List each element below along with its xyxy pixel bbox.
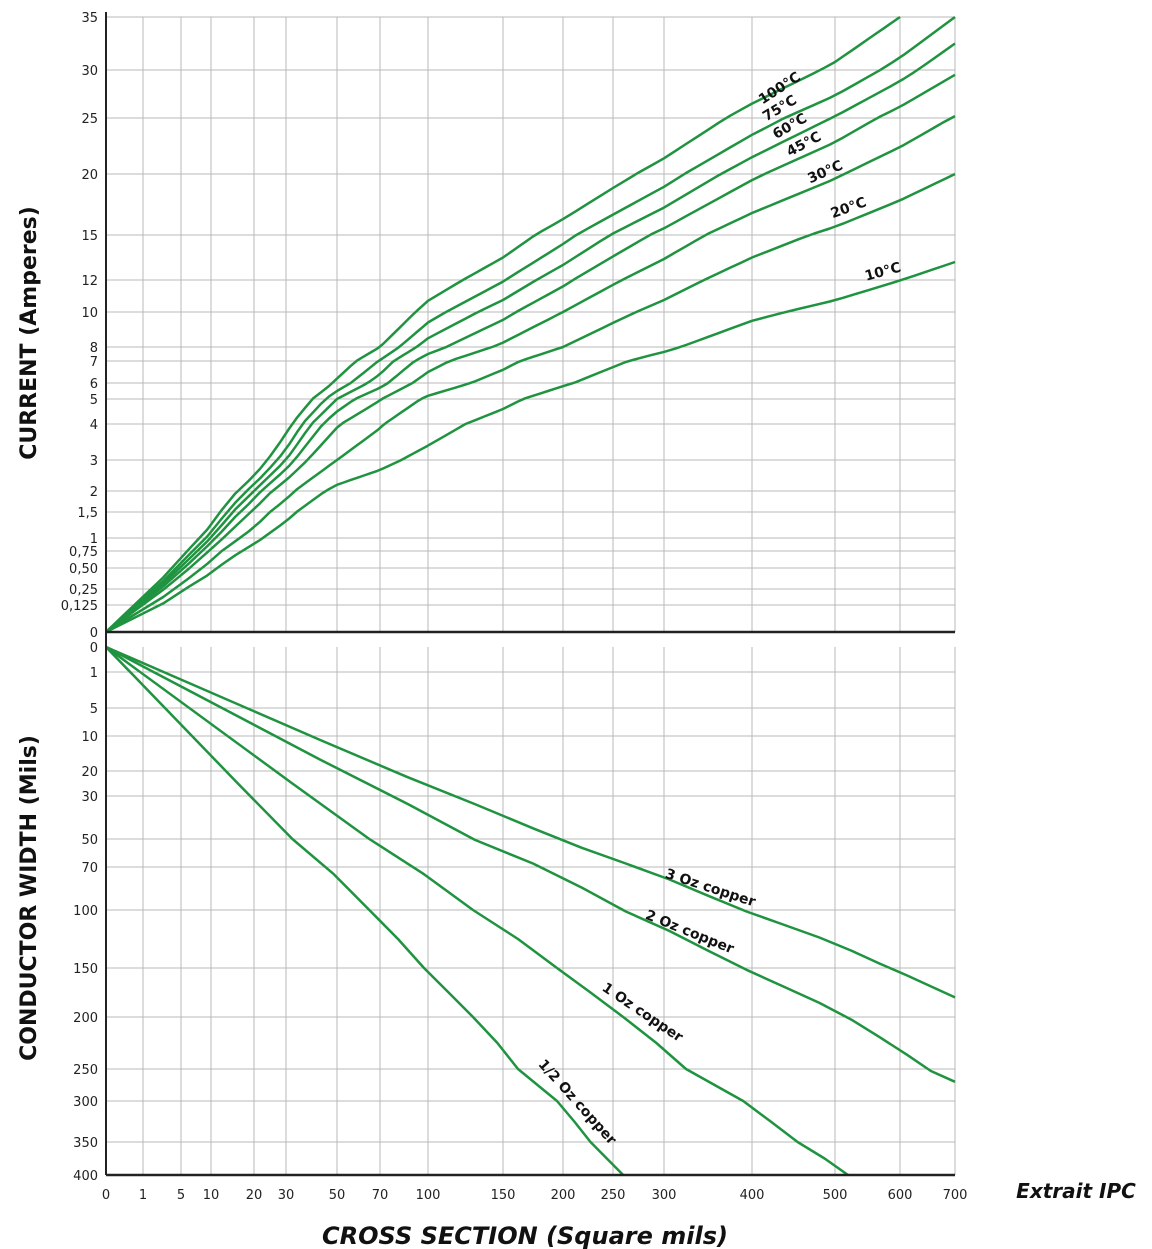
series-line-width-1-2-oz-copper bbox=[105, 646, 625, 1176]
y-tick-label-current: 30 bbox=[81, 64, 98, 79]
x-tick-label: 1 bbox=[139, 1188, 147, 1203]
series-line-current-75-c bbox=[105, 15, 956, 633]
x-tick-label: 10 bbox=[203, 1188, 220, 1203]
y-tick-label-width: 10 bbox=[81, 730, 98, 745]
source-credit: Extrait IPC bbox=[1016, 1179, 1136, 1203]
series-line-current-45-c bbox=[105, 73, 956, 633]
width-axis-label: CONDUCTOR WIDTH (Mils) bbox=[17, 735, 42, 1061]
x-tick-label: 100 bbox=[416, 1188, 441, 1203]
y-tick-label-current: 10 bbox=[81, 306, 98, 321]
series-line-width-2-oz-copper bbox=[105, 645, 956, 1083]
y-tick-label-current: 25 bbox=[81, 112, 98, 127]
x-tick-label: 600 bbox=[888, 1188, 913, 1203]
series-line-current-30-c bbox=[105, 114, 956, 634]
y-tick-label-current: 0,25 bbox=[69, 583, 98, 598]
y-tick-label-current: 1 bbox=[90, 532, 98, 547]
series-line-current-100-c bbox=[105, 15, 901, 633]
x-tick-label: 0 bbox=[102, 1188, 110, 1203]
y-tick-label-current: 0,125 bbox=[61, 599, 98, 614]
y-tick-label-width: 0 bbox=[90, 641, 98, 656]
y-tick-label-width: 70 bbox=[81, 861, 98, 876]
y-tick-label-width: 150 bbox=[73, 962, 98, 977]
y-tick-label-width: 100 bbox=[73, 904, 98, 919]
current-axis-label: CURRENT (Amperes) bbox=[17, 206, 42, 460]
y-tick-label-current: 0 bbox=[90, 626, 98, 641]
y-tick-label-current: 1,5 bbox=[77, 506, 98, 521]
y-tick-label-width: 400 bbox=[73, 1169, 98, 1184]
y-tick-label-current: 8 bbox=[90, 341, 98, 356]
x-tick-label: 20 bbox=[246, 1188, 263, 1203]
y-tick-label-width: 1 bbox=[90, 666, 98, 681]
series-line-current-10-c bbox=[105, 260, 956, 634]
x-tick-label: 70 bbox=[372, 1188, 389, 1203]
y-tick-label-width: 350 bbox=[73, 1136, 98, 1151]
y-tick-label-current: 6 bbox=[90, 377, 98, 392]
x-tick-label: 150 bbox=[491, 1188, 516, 1203]
y-tick-label-current: 35 bbox=[81, 11, 98, 26]
series-line-current-60-c bbox=[105, 42, 956, 633]
y-tick-label-width: 30 bbox=[81, 790, 98, 805]
x-tick-label: 30 bbox=[278, 1188, 295, 1203]
y-tick-label-current: 3 bbox=[90, 454, 98, 469]
x-tick-label: 5 bbox=[177, 1188, 185, 1203]
y-tick-label-current: 15 bbox=[81, 229, 98, 244]
x-tick-label: 400 bbox=[740, 1188, 765, 1203]
y-tick-label-current: 12 bbox=[81, 274, 98, 289]
y-tick-label-width: 5 bbox=[90, 702, 98, 717]
series-label-width: 1 Oz copper bbox=[599, 980, 686, 1046]
series-label-width: 3 Oz copper bbox=[663, 866, 757, 910]
x-tick-label: 300 bbox=[652, 1188, 677, 1203]
x-tick-label: 250 bbox=[601, 1188, 626, 1203]
y-tick-label-current: 7 bbox=[90, 355, 98, 370]
x-axis-title: CROSS SECTION (Square mils) bbox=[322, 1222, 728, 1249]
y-tick-label-width: 200 bbox=[73, 1011, 98, 1026]
y-tick-label-current: 2 bbox=[90, 485, 98, 500]
y-tick-label-width: 250 bbox=[73, 1063, 98, 1078]
series-line-width-1-oz-copper bbox=[105, 645, 849, 1177]
y-tick-label-current: 20 bbox=[81, 168, 98, 183]
y-tick-label-current: 5 bbox=[90, 393, 98, 408]
series-label-width: 1/2 Oz copper bbox=[535, 1057, 620, 1149]
series-line-current-20-c bbox=[105, 172, 956, 634]
series-line-width-3-oz-copper bbox=[105, 645, 956, 999]
series-label-width: 2 Oz copper bbox=[643, 907, 736, 957]
y-tick-label-current: 4 bbox=[90, 418, 98, 433]
x-tick-label: 200 bbox=[551, 1188, 576, 1203]
y-tick-label-current: 0,75 bbox=[69, 545, 98, 560]
y-tick-label-width: 50 bbox=[81, 833, 98, 848]
y-tick-label-current: 0,50 bbox=[69, 562, 98, 577]
x-tick-label: 500 bbox=[823, 1188, 848, 1203]
x-tick-label: 700 bbox=[943, 1188, 968, 1203]
y-tick-label-width: 300 bbox=[73, 1095, 98, 1110]
x-tick-label: 50 bbox=[329, 1188, 346, 1203]
y-tick-label-width: 20 bbox=[81, 765, 98, 780]
